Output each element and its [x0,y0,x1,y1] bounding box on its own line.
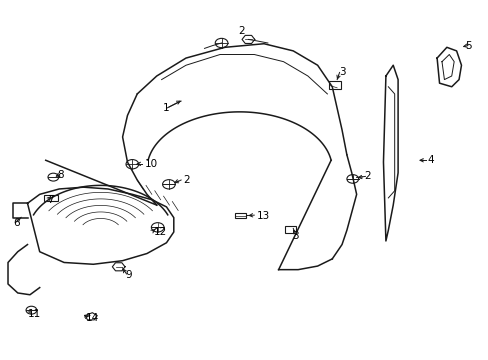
Bar [235,213,245,219]
Text: 7: 7 [47,195,54,205]
Text: 1: 1 [163,103,169,113]
Text: 10: 10 [144,159,157,169]
Text: 12: 12 [154,227,167,237]
Bar [285,226,296,233]
Bar [43,195,58,201]
Text: 9: 9 [125,270,131,280]
Bar [329,81,340,89]
Text: 8: 8 [57,170,63,180]
Text: 3: 3 [339,67,346,77]
Text: 14: 14 [86,313,99,323]
Text: 3: 3 [292,231,298,240]
Text: 2: 2 [183,175,190,185]
Text: 2: 2 [238,26,245,36]
Text: 5: 5 [465,41,471,50]
Text: 2: 2 [363,171,370,181]
Text: 11: 11 [27,310,41,319]
Text: 6: 6 [13,218,20,228]
Text: 4: 4 [427,155,433,165]
Text: 13: 13 [256,211,269,221]
